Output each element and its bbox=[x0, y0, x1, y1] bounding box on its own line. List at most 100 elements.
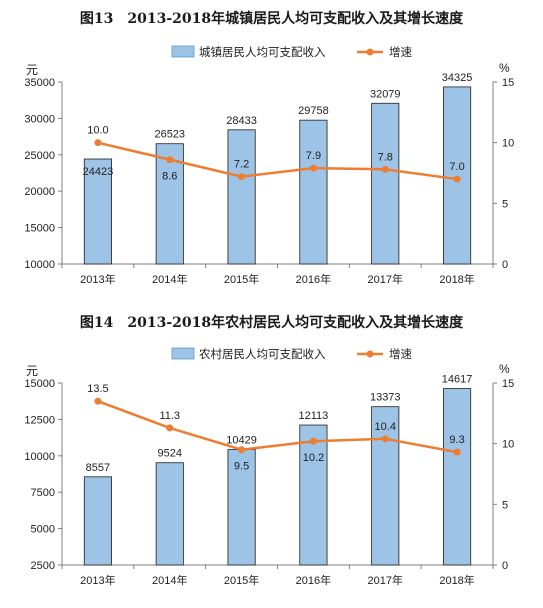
x-tick-label: 2016年 bbox=[296, 573, 331, 587]
growth-line bbox=[97, 400, 458, 454]
growth-point bbox=[309, 164, 317, 172]
bar-data-label: 10429 bbox=[226, 435, 257, 447]
legend-swatch-marker bbox=[366, 48, 374, 56]
growth-point bbox=[309, 437, 317, 445]
growth-point bbox=[238, 446, 246, 454]
y2-axis-unit: % bbox=[499, 61, 510, 75]
chart-title: 图13 2013-2018年城镇居民人均可支配收入及其增长速度 bbox=[79, 11, 464, 27]
bar-data-label: 8557 bbox=[86, 462, 110, 474]
growth-point bbox=[453, 448, 461, 456]
x-tick-label: 2017年 bbox=[368, 272, 403, 286]
y2-tick-label: 5 bbox=[502, 499, 508, 511]
x-tick-label: 2013年 bbox=[80, 272, 115, 286]
bar bbox=[443, 388, 472, 566]
y2-tick-label: 0 bbox=[502, 560, 508, 572]
x-tick-label: 2018年 bbox=[439, 272, 474, 286]
growth-data-label: 10.2 bbox=[303, 452, 324, 464]
y-tick-label: 12500 bbox=[24, 414, 55, 426]
bar-data-label: 9524 bbox=[158, 448, 182, 460]
growth-point bbox=[453, 175, 461, 183]
bar bbox=[299, 424, 328, 566]
y2-tick-label: 10 bbox=[502, 439, 514, 451]
growth-data-label: 11.3 bbox=[159, 410, 180, 422]
bar bbox=[443, 86, 472, 265]
y-tick-label: 7500 bbox=[31, 487, 55, 499]
x-tick-label: 2017年 bbox=[368, 573, 403, 587]
growth-data-label: 13.5 bbox=[87, 383, 108, 395]
bar bbox=[227, 449, 256, 566]
bar bbox=[227, 129, 256, 265]
growth-point bbox=[166, 156, 174, 164]
growth-line bbox=[97, 141, 458, 181]
y-axis-unit: 元 bbox=[26, 63, 38, 77]
y-tick-label: 15000 bbox=[24, 378, 55, 390]
growth-data-label: 7.0 bbox=[449, 161, 464, 173]
growth-data-label: 8.6 bbox=[162, 171, 177, 183]
bar-data-label: 13373 bbox=[370, 392, 401, 404]
bar bbox=[83, 476, 112, 566]
y-tick-label: 25000 bbox=[24, 150, 55, 162]
growth-data-label: 7.9 bbox=[306, 150, 321, 162]
growth-data-label: 7.2 bbox=[234, 159, 249, 171]
y2-tick-label: 15 bbox=[502, 77, 514, 89]
legend-label-income: 农村居民人均可支配收入 bbox=[199, 347, 326, 361]
growth-point bbox=[166, 424, 174, 432]
y2-tick-label: 15 bbox=[502, 378, 514, 390]
growth-point bbox=[238, 173, 246, 181]
y2-axis-unit: % bbox=[499, 362, 510, 376]
growth-data-label: 9.5 bbox=[234, 461, 249, 473]
x-tick-label: 2015年 bbox=[224, 573, 259, 587]
bar-data-label: 29758 bbox=[298, 105, 329, 117]
legend-label-income: 城镇居民人均可支配收入 bbox=[199, 45, 326, 59]
x-tick-label: 2016年 bbox=[296, 272, 331, 286]
bar bbox=[83, 158, 112, 265]
growth-point bbox=[381, 435, 389, 443]
legend-swatch-bar bbox=[171, 347, 195, 360]
growth-data-label: 10.0 bbox=[87, 125, 108, 137]
chart-rural-svg: 农村居民人均可支配收入 增速元 %2500500075001000012500150… bbox=[24, 347, 514, 587]
bar-data-label: 26523 bbox=[154, 129, 185, 141]
bar-data-label: 28433 bbox=[226, 115, 257, 127]
y-tick-label: 10000 bbox=[24, 259, 55, 271]
bar-data-label: 24423 bbox=[83, 166, 114, 178]
bar-data-label: 14617 bbox=[442, 374, 473, 386]
growth-point bbox=[94, 397, 102, 405]
y-tick-label: 35000 bbox=[24, 77, 55, 89]
chart-urban-income: 图13 2013-2018年城镇居民人均可支配收入及其增长速度 城镇居民人均可支… bbox=[0, 0, 543, 300]
bar-data-label: 32079 bbox=[370, 88, 401, 100]
y2-tick-label: 10 bbox=[502, 138, 514, 150]
y-axis-unit: 元 bbox=[26, 364, 38, 378]
y2-tick-label: 0 bbox=[502, 259, 508, 271]
x-tick-label: 2018年 bbox=[439, 573, 474, 587]
bar-data-label: 34325 bbox=[442, 72, 473, 84]
y2-tick-label: 5 bbox=[502, 198, 508, 210]
x-tick-label: 2015年 bbox=[224, 272, 259, 286]
y-tick-label: 15000 bbox=[24, 223, 55, 235]
growth-data-label: 9.3 bbox=[449, 434, 464, 446]
bar-data-label: 12113 bbox=[299, 410, 329, 422]
chart-urban-svg: 城镇居民人均可支配收入 增速元 % 10000 15000 20000 25000 30000… bbox=[24, 45, 514, 286]
chart-rural-income: 图14 2013-2018年农村居民人均可支配收入及其增长速度 农村居民人均可支… bbox=[0, 304, 543, 608]
x-tick-label: 2013年 bbox=[80, 573, 115, 587]
x-tick-label: 2014年 bbox=[152, 573, 187, 587]
y-tick-label: 2500 bbox=[31, 560, 55, 572]
legend-swatch-bar bbox=[171, 45, 195, 58]
legend-swatch-marker bbox=[366, 350, 374, 358]
chart-title: 图14 2013-2018年农村居民人均可支配收入及其增长速度 bbox=[79, 315, 464, 331]
x-tick-label: 2014年 bbox=[152, 272, 187, 286]
y-tick-label: 20000 bbox=[24, 186, 55, 198]
legend-label-growth: 增速 bbox=[389, 347, 412, 361]
bar bbox=[371, 406, 400, 566]
y-tick-label: 5000 bbox=[31, 524, 55, 536]
growth-data-label: 10.4 bbox=[375, 421, 396, 433]
growth-data-label: 7.8 bbox=[378, 151, 393, 163]
growth-point bbox=[94, 139, 102, 147]
y-tick-label: 10000 bbox=[24, 451, 55, 463]
bar bbox=[155, 143, 184, 265]
legend-label-growth: 增速 bbox=[389, 45, 412, 59]
bar bbox=[371, 102, 400, 265]
growth-point bbox=[381, 165, 389, 173]
bar bbox=[299, 119, 328, 265]
bar bbox=[155, 462, 184, 566]
y-tick-label: 30000 bbox=[24, 113, 55, 125]
